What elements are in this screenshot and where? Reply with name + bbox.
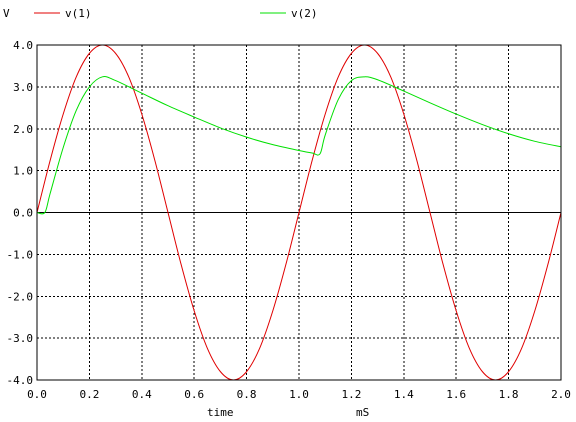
x-tick-label: 0.0 xyxy=(27,388,47,401)
x-tick-label: 0.6 xyxy=(184,388,204,401)
y-tick-label: -2.0 xyxy=(7,290,34,303)
legend-label-v1: v(1) xyxy=(65,7,92,20)
y-tick-label: 0.0 xyxy=(13,207,33,220)
legend: V v(1) v(2) xyxy=(3,7,318,20)
y-axis-label: V xyxy=(3,7,10,20)
y-tick-label: 1.0 xyxy=(13,165,33,178)
grid xyxy=(37,45,561,380)
series-line-2 xyxy=(36,76,562,215)
x-tick-label: 2.0 xyxy=(551,388,571,401)
x-tick-label: 1.8 xyxy=(499,388,519,401)
x-tick-label: 1.6 xyxy=(446,388,466,401)
y-tick-labels: 4.0 3.0 2.0 1.0 0.0 -1.0 -2.0 -3.0 -4.0 xyxy=(7,39,34,387)
y-tick-label: -3.0 xyxy=(7,332,34,345)
x-tick-label: 0.2 xyxy=(79,388,99,401)
x-tick-labels: 0.0 0.2 0.4 0.6 0.8 1.0 1.2 1.4 1.6 1.8 2.0 xyxy=(27,388,571,401)
x-axis-unit: mS xyxy=(356,406,369,419)
x-tick-label: 0.8 xyxy=(237,388,257,401)
x-tick-label: 1.2 xyxy=(341,388,361,401)
legend-label-v2: v(2) xyxy=(291,7,318,20)
series xyxy=(36,44,562,381)
x-tick-label: 1.4 xyxy=(394,388,414,401)
y-tick-label: 3.0 xyxy=(13,81,33,94)
y-tick-label: -1.0 xyxy=(7,248,34,261)
series-line-1 xyxy=(36,44,562,381)
x-axis-label: time xyxy=(207,406,234,419)
x-tick-label: 0.4 xyxy=(132,388,152,401)
plot-frame xyxy=(36,44,562,381)
y-tick-label: 4.0 xyxy=(13,39,33,52)
x-tick-label: 1.0 xyxy=(289,388,309,401)
y-tick-label: -4.0 xyxy=(7,374,34,387)
y-tick-label: 2.0 xyxy=(13,123,33,136)
